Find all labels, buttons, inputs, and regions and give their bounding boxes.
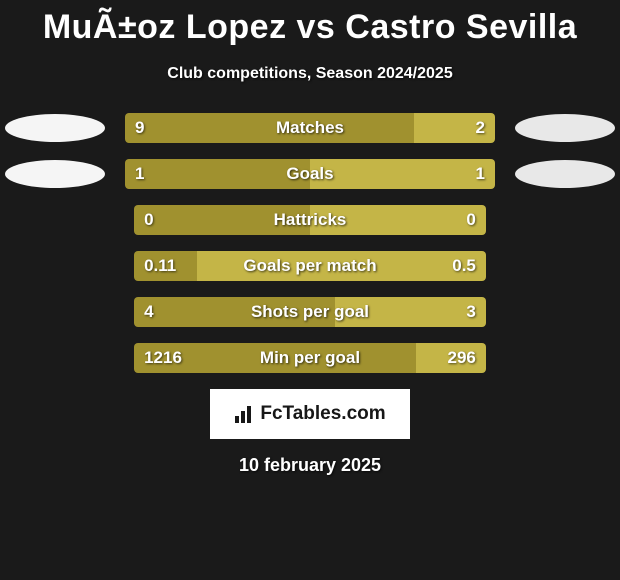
comparison-card: MuÃ±oz Lopez vs Castro Sevilla Club comp… (0, 0, 620, 476)
player-badge-left (5, 114, 105, 142)
stat-row: 1216296Min per goal (0, 343, 620, 373)
stat-bar: 00Hattricks (134, 205, 486, 235)
logo-label: FcTables.com (260, 403, 385, 425)
player-badge-right (515, 114, 615, 142)
stat-row: 0.110.5Goals per match (0, 251, 620, 281)
stat-label: Min per goal (134, 343, 486, 373)
player-badge-left (5, 160, 105, 188)
subtitle: Club competitions, Season 2024/2025 (0, 65, 620, 83)
player-badge-right (515, 160, 615, 188)
stat-row: 43Shots per goal (0, 297, 620, 327)
bars-icon (234, 405, 256, 423)
stat-row: 11Goals (0, 159, 620, 189)
page-title: MuÃ±oz Lopez vs Castro Sevilla (0, 8, 620, 47)
stat-label: Shots per goal (134, 297, 486, 327)
stat-label: Goals (125, 159, 495, 189)
date-text: 10 february 2025 (0, 455, 620, 476)
stat-bar: 11Goals (125, 159, 495, 189)
stat-label: Matches (125, 113, 495, 143)
stat-label: Hattricks (134, 205, 486, 235)
logo-text: FcTables.com (234, 403, 385, 425)
stat-bar: 43Shots per goal (134, 297, 486, 327)
stat-bar: 1216296Min per goal (134, 343, 486, 373)
stats-list: 92Matches 11Goals 00Hattricks 0.110.5Goals … (0, 113, 620, 373)
logo-badge: FcTables.com (210, 389, 410, 439)
stat-bar: 92Matches (125, 113, 495, 143)
stat-row: 00Hattricks (0, 205, 620, 235)
stat-bar: 0.110.5Goals per match (134, 251, 486, 281)
stat-label: Goals per match (134, 251, 486, 281)
stat-row: 92Matches (0, 113, 620, 143)
